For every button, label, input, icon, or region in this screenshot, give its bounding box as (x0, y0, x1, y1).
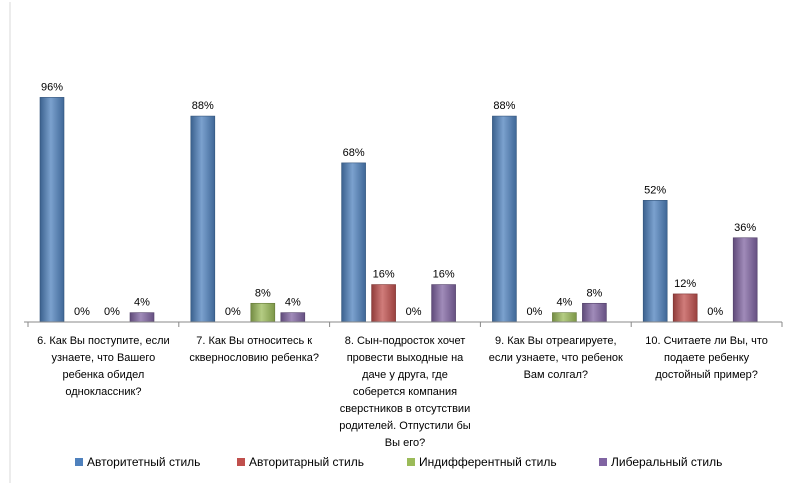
data-label-1-1: 96% (41, 81, 63, 93)
legend-label: Авторитарный стиль (249, 455, 364, 469)
data-label-1-4: 4% (134, 297, 150, 309)
bar-4-1 (492, 115, 517, 323)
category-label-4: 9. Как Вы отреагируете, если узнаете, что… (489, 335, 623, 381)
x-axis (24, 321, 783, 327)
legend: Авторитетный стиль Авторитарный стиль Инди… (75, 455, 722, 469)
category-label-3: 8. Сын-подросток хочет провести выходные … (339, 335, 471, 449)
legend-label: Авторитетный стиль (87, 455, 200, 469)
bar-4-4 (582, 302, 607, 323)
data-label-4-4: 8% (586, 287, 602, 299)
data-label-2-3: 8% (255, 287, 271, 299)
data-label-4-3: 4% (556, 297, 572, 309)
data-label-2-1: 88% (192, 100, 214, 112)
data-label-4-1: 88% (493, 100, 515, 112)
bar-3-4 (431, 284, 456, 323)
legend-label: Либеральный стиль (611, 455, 722, 469)
legend-item-2: Авторитарный стиль (237, 455, 364, 469)
legend-swatch (599, 458, 607, 466)
category-label-5: 10. Считаете ли Вы, что подаете ребенку до… (645, 335, 768, 381)
bar-3-1 (341, 162, 366, 323)
bar-5-4 (732, 237, 758, 323)
bar-2-1 (190, 115, 216, 323)
bar-4-3 (552, 312, 577, 323)
data-label-3-4: 16% (433, 269, 455, 281)
legend-item-3: Индифферентный стиль (407, 455, 557, 469)
data-label-5-4: 36% (734, 222, 756, 234)
category-labels: 6. Как Вы поступите, если узнаете, что Ва… (37, 335, 768, 449)
data-label-3-2: 16% (373, 269, 395, 281)
bar-3-2 (371, 284, 396, 323)
data-label-2-4: 4% (285, 297, 301, 309)
bar-5-1 (642, 200, 668, 323)
data-label-3-1: 68% (343, 147, 365, 159)
legend-item-4: Либеральный стиль (599, 455, 722, 469)
legend-swatch (75, 458, 83, 466)
bars-layer (39, 97, 758, 323)
data-label-3-3: 0% (406, 306, 422, 318)
legend-item-1: Авторитетный стиль (75, 455, 200, 469)
data-label-5-1: 52% (644, 184, 666, 196)
data-label-1-3: 0% (104, 306, 120, 318)
bar-5-2 (672, 293, 698, 323)
data-label-2-2: 0% (225, 306, 241, 318)
data-label-1-2: 0% (74, 306, 90, 318)
bar-1-4 (129, 312, 155, 323)
legend-label: Индифферентный стиль (419, 455, 557, 469)
bar-2-3 (250, 302, 276, 323)
legend-swatch (407, 458, 415, 466)
category-label-2: 7. Как Вы относитесь к сквернословию ребе… (189, 335, 319, 364)
data-label-5-3: 0% (707, 306, 723, 318)
bar-2-4 (280, 312, 306, 323)
bar-1-1 (39, 97, 65, 323)
data-label-5-2: 12% (674, 278, 696, 290)
category-label-1: 6. Как Вы поступите, если узнаете, что Ва… (37, 335, 170, 398)
legend-swatch (237, 458, 245, 466)
data-labels-layer: 96% 0% 0% 4% 88% 0% 8% 4% 68% 16% 0% 16% 88% 0% 4% 8% 52… (41, 81, 756, 318)
data-label-4-2: 0% (526, 306, 542, 318)
